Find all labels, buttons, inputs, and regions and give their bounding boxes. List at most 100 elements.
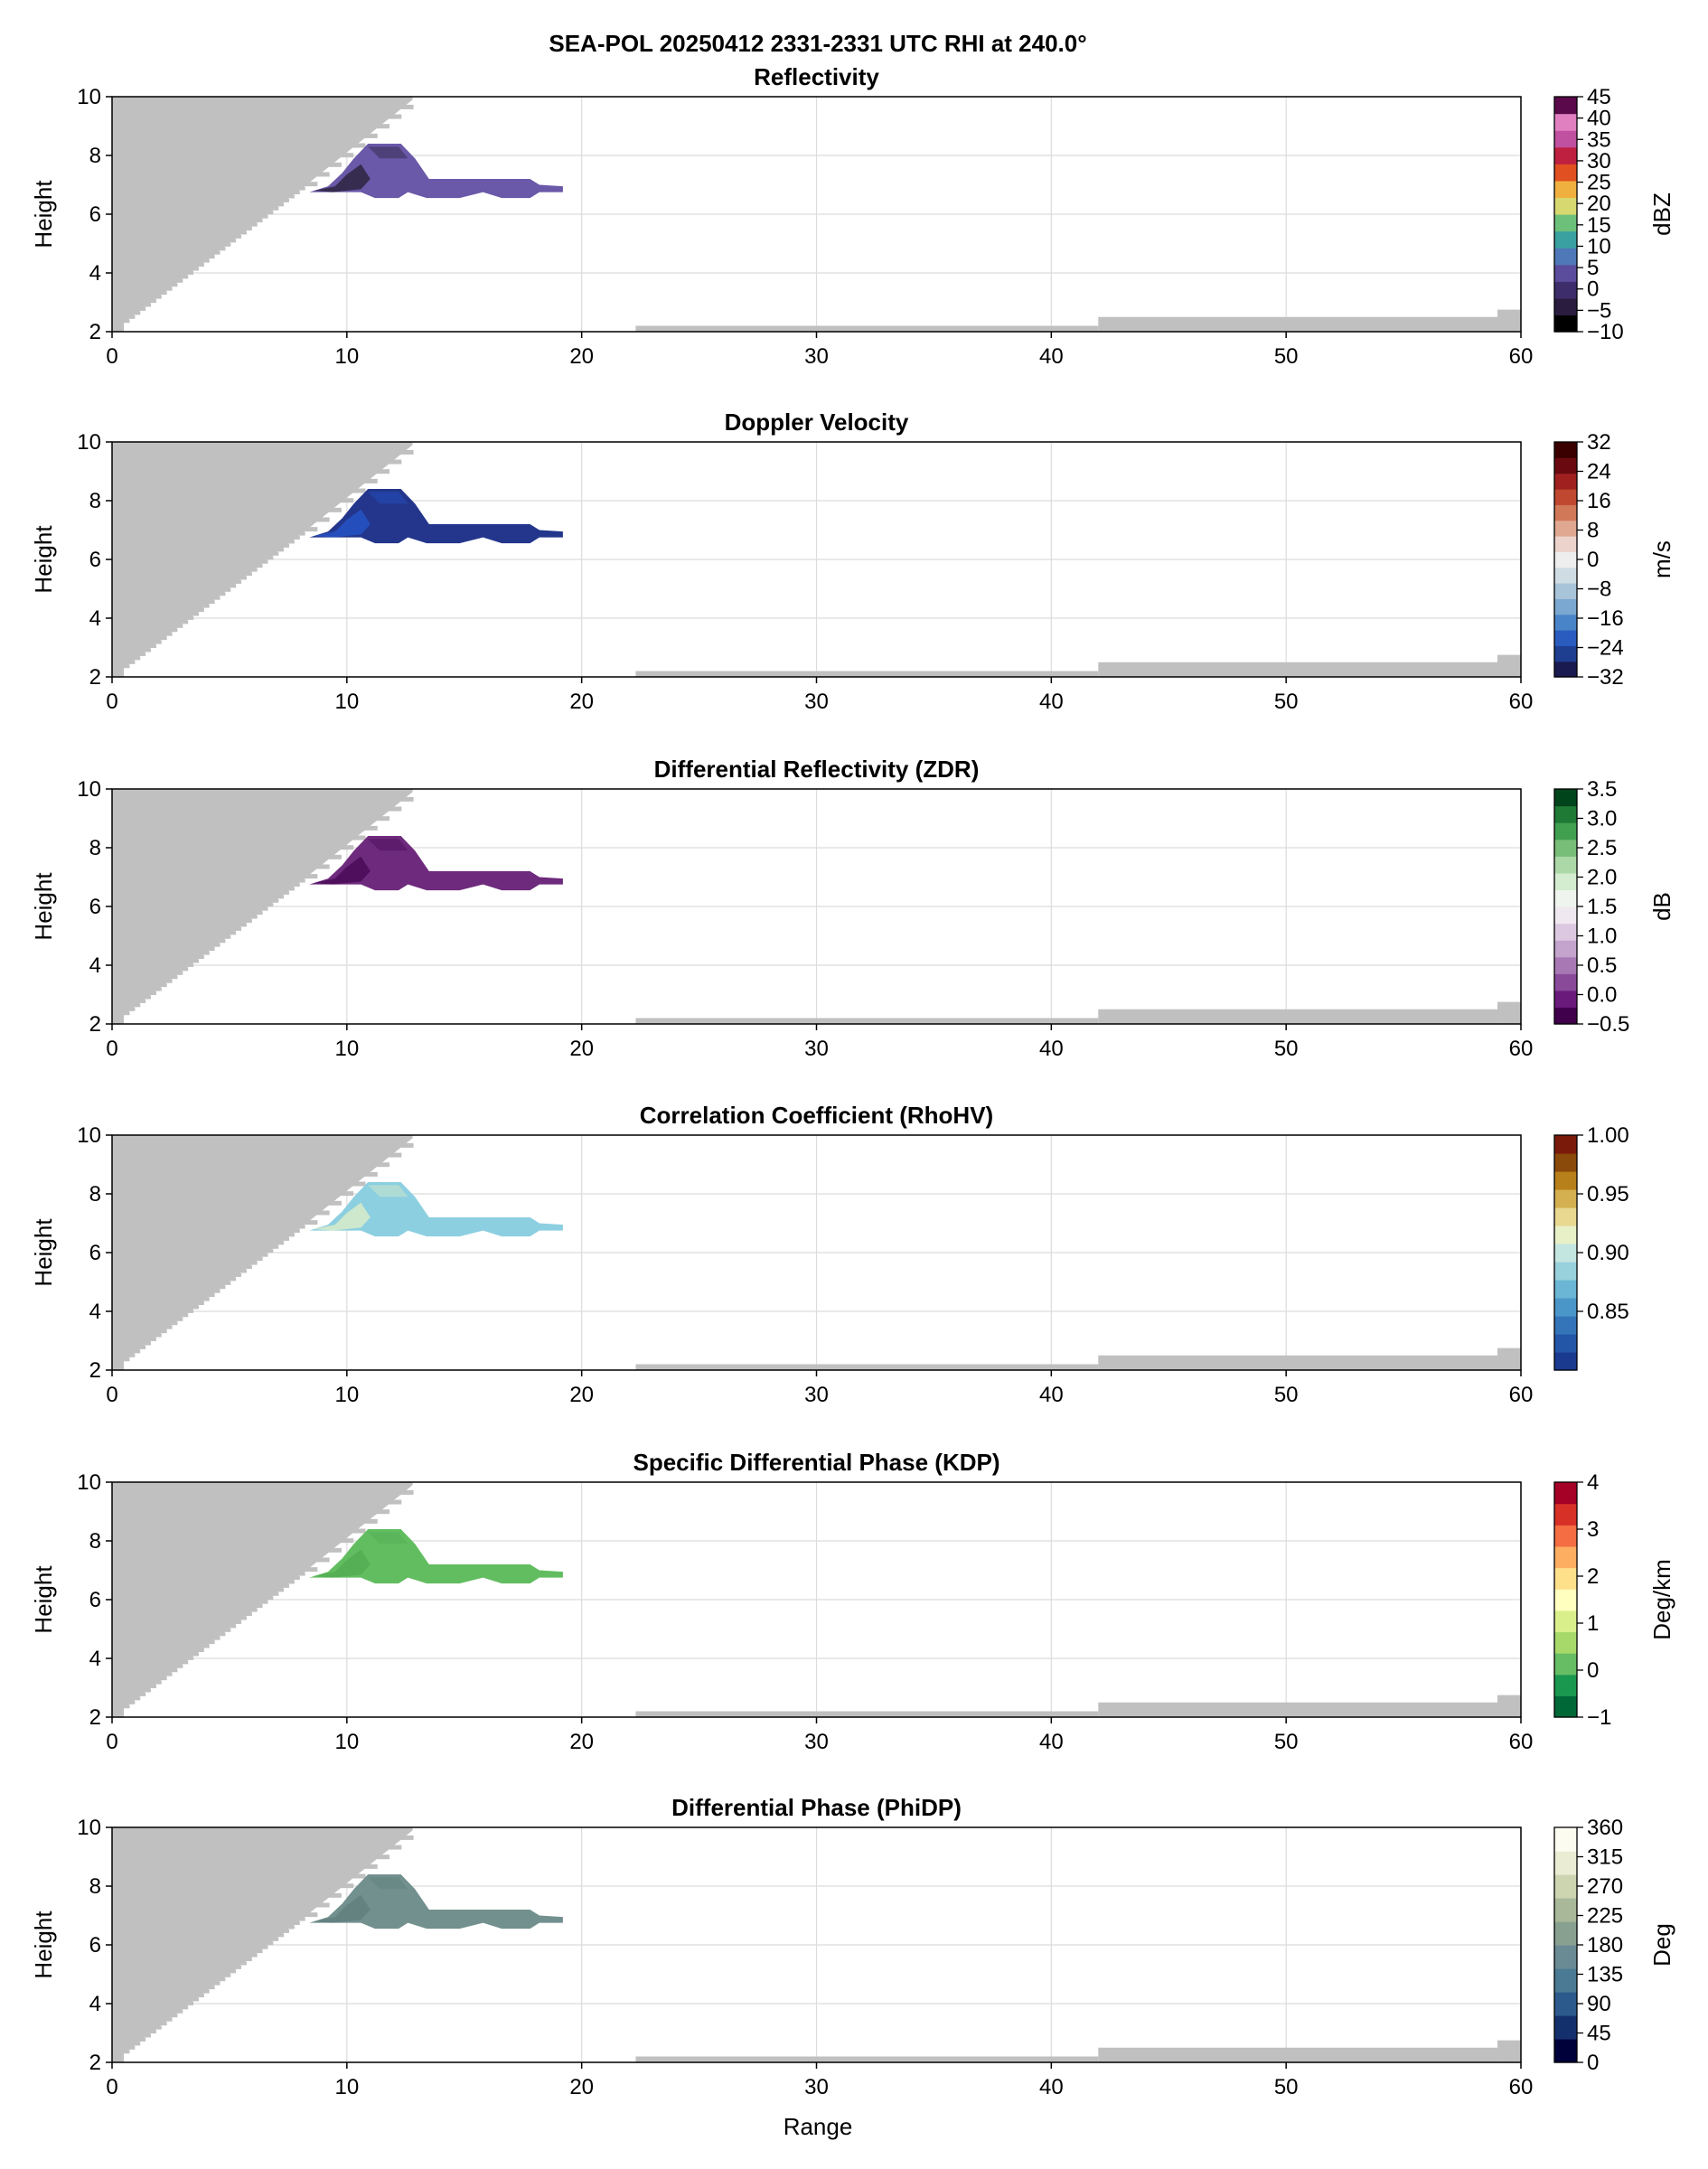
blocked-beam-step — [299, 1917, 305, 1921]
blocked-beam-step — [288, 540, 295, 544]
colorbar-band — [1554, 180, 1577, 199]
blocked-beam-step — [277, 1588, 285, 1592]
colorbar-tick-label: 0 — [1587, 277, 1599, 302]
blocked-beam-step — [219, 1285, 226, 1290]
ground-clutter-strip — [635, 1018, 1099, 1024]
blocked-beam-step — [299, 186, 305, 191]
x-tick-label: 20 — [569, 2075, 594, 2099]
y-tick-label: 10 — [77, 430, 101, 455]
blocked-beam-step — [288, 1580, 295, 1584]
blocked-beam-step — [240, 1269, 247, 1273]
blocked-beam-step — [145, 995, 152, 1000]
blocked-beam-step — [376, 1162, 390, 1168]
blocked-beam-step — [316, 864, 330, 869]
blocked-beam-step — [198, 955, 204, 960]
echo-region — [309, 1529, 563, 1584]
x-tick-label: 40 — [1039, 1037, 1064, 1061]
echo-core — [314, 1202, 371, 1231]
blocked-beam-step — [166, 2017, 173, 2022]
blocked-beam-step — [161, 636, 167, 641]
blocked-beam-step — [123, 1357, 130, 1362]
blocked-beam-step — [214, 1636, 221, 1640]
blocked-beam-step — [176, 278, 183, 283]
blocked-beam-step — [145, 1688, 152, 1693]
blocked-beam-step — [128, 2045, 136, 2050]
blocked-beam-step — [166, 286, 173, 291]
blocked-beam-step — [224, 587, 231, 592]
x-tick-label: 10 — [334, 1383, 359, 1407]
colorbar-band — [1554, 645, 1577, 662]
blocked-beam-step — [123, 319, 130, 324]
colorbar-band — [1554, 130, 1577, 148]
blocked-beam-step — [288, 1925, 295, 1930]
colorbar-band — [1554, 1334, 1577, 1353]
y-tick-label: 10 — [77, 85, 101, 109]
y-tick-label: 8 — [89, 1182, 101, 1207]
x-tick-label: 30 — [804, 1037, 829, 1061]
blocked-beam-step — [214, 1289, 221, 1293]
colorbar-band — [1554, 614, 1577, 631]
blocked-beam-step — [155, 1333, 162, 1338]
colorbar-tick-label: 0.95 — [1587, 1182, 1629, 1207]
blocked-beam-step — [171, 628, 178, 633]
ground-clutter-strip — [635, 671, 1099, 677]
plot-content — [112, 1827, 1521, 2062]
colorbar-tick-label: 0 — [1587, 2051, 1599, 2075]
blocked-beam-step — [224, 242, 231, 247]
colorbar-label: dBZ — [1648, 192, 1675, 236]
echo-region — [309, 1182, 563, 1237]
y-tick-label: 8 — [89, 144, 101, 168]
blocked-beam-step — [316, 172, 330, 177]
colorbar-band — [1554, 1695, 1577, 1718]
ground-clutter-strip — [1497, 2040, 1521, 2062]
y-tick-label: 8 — [89, 1529, 101, 1554]
blocked-beam-step — [145, 303, 152, 307]
colorbar-tick-label: 45 — [1587, 2022, 1611, 2046]
blocked-beam-step — [155, 640, 162, 644]
colorbar-tick-label: 15 — [1587, 213, 1611, 238]
blocked-beam-step — [198, 263, 204, 268]
colorbar-band — [1554, 1316, 1577, 1335]
blocked-beam-step — [328, 854, 342, 859]
blocked-beam-step — [161, 2022, 167, 2026]
blocked-beam-step — [219, 939, 226, 944]
blocked-beam-step — [187, 2001, 194, 2005]
y-axis-label: Height — [30, 1565, 57, 1634]
x-tick-label: 60 — [1509, 2075, 1534, 2099]
y-tick-label: 2 — [89, 1358, 101, 1383]
echo-core — [314, 164, 371, 192]
blocked-beam-step — [198, 1301, 204, 1306]
blocked-beam-step — [257, 219, 263, 223]
blocked-beam-step — [230, 584, 237, 588]
blocked-beam-step — [224, 1628, 231, 1632]
blocked-beam-step — [214, 596, 221, 600]
colorbar-frame — [1553, 96, 1578, 333]
blocked-beam-step — [155, 1680, 162, 1685]
y-tick-label: 4 — [89, 606, 101, 631]
ground-clutter-strip — [1497, 309, 1521, 332]
x-tick-label: 10 — [334, 1037, 359, 1061]
colorbar-band — [1554, 113, 1577, 131]
ground-clutter-strip — [635, 325, 1099, 332]
colorbar-band — [1554, 1610, 1577, 1633]
blocked-beam-step — [209, 947, 215, 952]
colorbar-band — [1554, 1968, 1577, 1993]
colorbar-band — [1554, 520, 1577, 537]
blocked-beam-step — [203, 951, 210, 955]
colorbar-tick-label: 270 — [1587, 1874, 1623, 1899]
blocked-beam-step — [161, 291, 167, 296]
colorbar-tick-label: 3.5 — [1587, 777, 1617, 802]
y-tick-label: 4 — [89, 953, 101, 978]
blocked-beam-wedge — [112, 442, 413, 677]
x-tick-label: 60 — [1509, 690, 1534, 714]
blocked-beam-step — [214, 1981, 221, 1986]
colorbar-band — [1554, 315, 1577, 333]
ground-clutter-strip — [1497, 1001, 1521, 1024]
blocked-beam-step — [219, 1632, 226, 1637]
blocked-beam-step — [316, 517, 330, 522]
blocked-beam-step — [299, 878, 305, 883]
colorbar-band — [1554, 2039, 1577, 2063]
blocked-beam-step — [257, 911, 263, 915]
blocked-beam-step — [198, 608, 204, 613]
